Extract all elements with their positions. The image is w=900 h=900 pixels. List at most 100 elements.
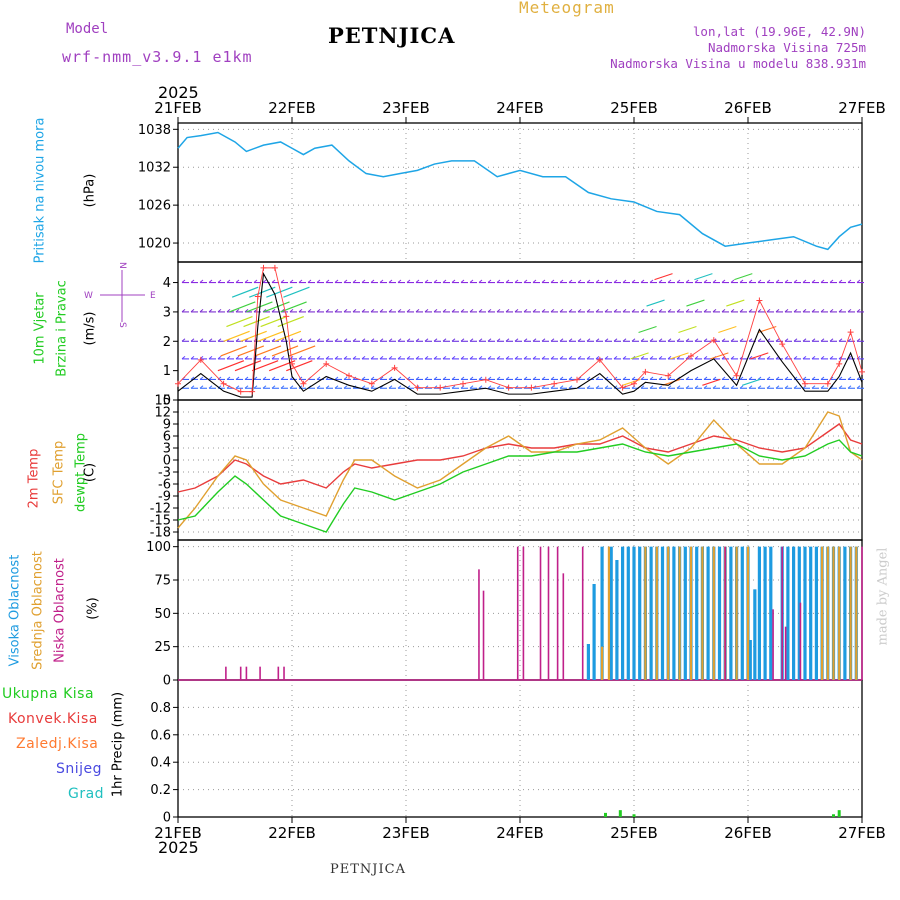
wind-arrow-head: [532, 376, 537, 380]
wind-arrow-head: [541, 309, 546, 313]
wind-gust-marker: [756, 297, 763, 304]
wind-arrow-head: [298, 279, 303, 283]
wind-arrow-head: [478, 385, 483, 389]
wind-arrow-head: [478, 356, 483, 360]
cloud-low-bar: [547, 546, 550, 680]
wind-arrow-head: [478, 309, 483, 313]
wind-arrow-head: [685, 279, 690, 283]
cloud-mid-bar: [746, 546, 750, 680]
wind-arrow-head: [766, 356, 771, 360]
wind-arrow-head: [631, 338, 636, 342]
wind-arrow-head: [757, 279, 762, 283]
wind-arrow-head: [766, 376, 771, 380]
wind-arrow-head: [631, 376, 636, 380]
wind-arrow-head: [568, 279, 573, 283]
station-title: PETNJICA: [328, 23, 456, 48]
wind-arrow-head: [271, 376, 276, 380]
wind-arrow-head: [613, 356, 618, 360]
cloud-low-bar: [784, 626, 787, 680]
cloud-mid-bar: [826, 546, 829, 680]
wind-arrow-head: [307, 338, 312, 342]
cloud-high-bar: [615, 560, 619, 680]
pressure-ytick-label: 1032: [138, 161, 171, 176]
wind-arrow-head: [370, 279, 375, 283]
precip-bar: [832, 814, 835, 817]
wind-arrow-head: [226, 376, 231, 380]
date-label-bottom: 23FEB: [382, 824, 429, 842]
wind-arrow-head: [676, 309, 681, 313]
wind-arrow-head: [577, 356, 582, 360]
wind-arrow-head: [784, 338, 789, 342]
wind-gust-marker: [437, 384, 444, 391]
wind-arrow-mid: [694, 273, 713, 281]
wind-arrow-head: [388, 385, 393, 389]
cloud-high-bar: [592, 584, 596, 680]
wind-arrow-head: [181, 309, 186, 313]
wind-arrow-head: [469, 279, 474, 283]
wind-arrow-head: [199, 309, 204, 313]
temp-ytick-label: 0: [163, 454, 171, 469]
cloud-ytick-label: 75: [154, 574, 171, 589]
wind-arrow-head: [487, 385, 492, 389]
wind-arrow-head: [496, 279, 501, 283]
wind-arrow-strong: [237, 345, 265, 357]
wind-arrow-head: [757, 309, 762, 313]
wind-arrow-strong: [283, 286, 310, 298]
wind-arrow-head: [595, 385, 600, 389]
wind-arrow-head: [694, 376, 699, 380]
wind-arrow-head: [460, 309, 465, 313]
wind-arrow-head: [514, 338, 519, 342]
wind-arrow-head: [199, 279, 204, 283]
wind-gust-marker: [710, 337, 717, 344]
wind-arrow-head: [613, 338, 618, 342]
wind-arrow-head: [343, 356, 348, 360]
wind-arrow-head: [244, 376, 249, 380]
wind-gust-marker: [391, 364, 398, 371]
wind-arrow-head: [550, 279, 555, 283]
wind-arrow-head: [856, 385, 861, 389]
wind-arrow-strong: [234, 360, 262, 372]
wind-arrow-head: [721, 385, 726, 389]
cloud-mid-bar: [689, 546, 693, 680]
temp-ytick-label: -9: [158, 490, 171, 505]
cloud-high-bar: [695, 546, 699, 680]
wind-arrow-head: [559, 309, 564, 313]
wind-gust-marker: [346, 372, 352, 379]
temp-ytick-label: -12: [150, 502, 171, 517]
wind-arrow-head: [289, 309, 294, 313]
wind-arrow-head: [613, 279, 618, 283]
wind-arrow-head: [550, 356, 555, 360]
wind-arrow-head: [442, 338, 447, 342]
wind-arrow-head: [667, 279, 672, 283]
wind-arrow-head: [757, 385, 762, 389]
precip-bar: [604, 812, 607, 817]
wind-arrow-head: [352, 309, 357, 313]
wind-arrow-head: [415, 279, 420, 283]
wind-arrow-mid: [726, 299, 745, 307]
wind-ytick-label: 0: [163, 394, 171, 409]
year-bottom: 2025: [158, 838, 199, 857]
wind-gust-marker: [482, 376, 489, 383]
wind-arrow-head: [856, 356, 861, 360]
cloud-high-bar: [786, 546, 790, 680]
wind-arrow-head: [640, 309, 645, 313]
wind-arrow-head: [622, 376, 627, 380]
precip-bar: [632, 814, 636, 817]
cloud-low-bar: [478, 569, 480, 680]
wind-arrow-head: [253, 309, 258, 313]
wind-arrow-head: [658, 356, 663, 360]
wind-arrow-head: [667, 385, 672, 389]
wind-arrow-head: [379, 356, 384, 360]
temp-sfc-line: [177, 411, 863, 529]
cloud-high-bar: [649, 546, 653, 680]
wind-arrow-head: [289, 385, 294, 389]
wind-arrow-head: [847, 338, 852, 342]
wind-arrow-head: [226, 309, 231, 313]
wind-arrow-head: [784, 385, 789, 389]
wind-arrow-head: [388, 309, 393, 313]
wind-arrow-head: [487, 279, 492, 283]
wind-arrow-head: [406, 356, 411, 360]
cloud-low-bar: [482, 590, 485, 680]
wind-gust-marker: [631, 380, 637, 387]
wind-arrow-head: [361, 356, 366, 360]
